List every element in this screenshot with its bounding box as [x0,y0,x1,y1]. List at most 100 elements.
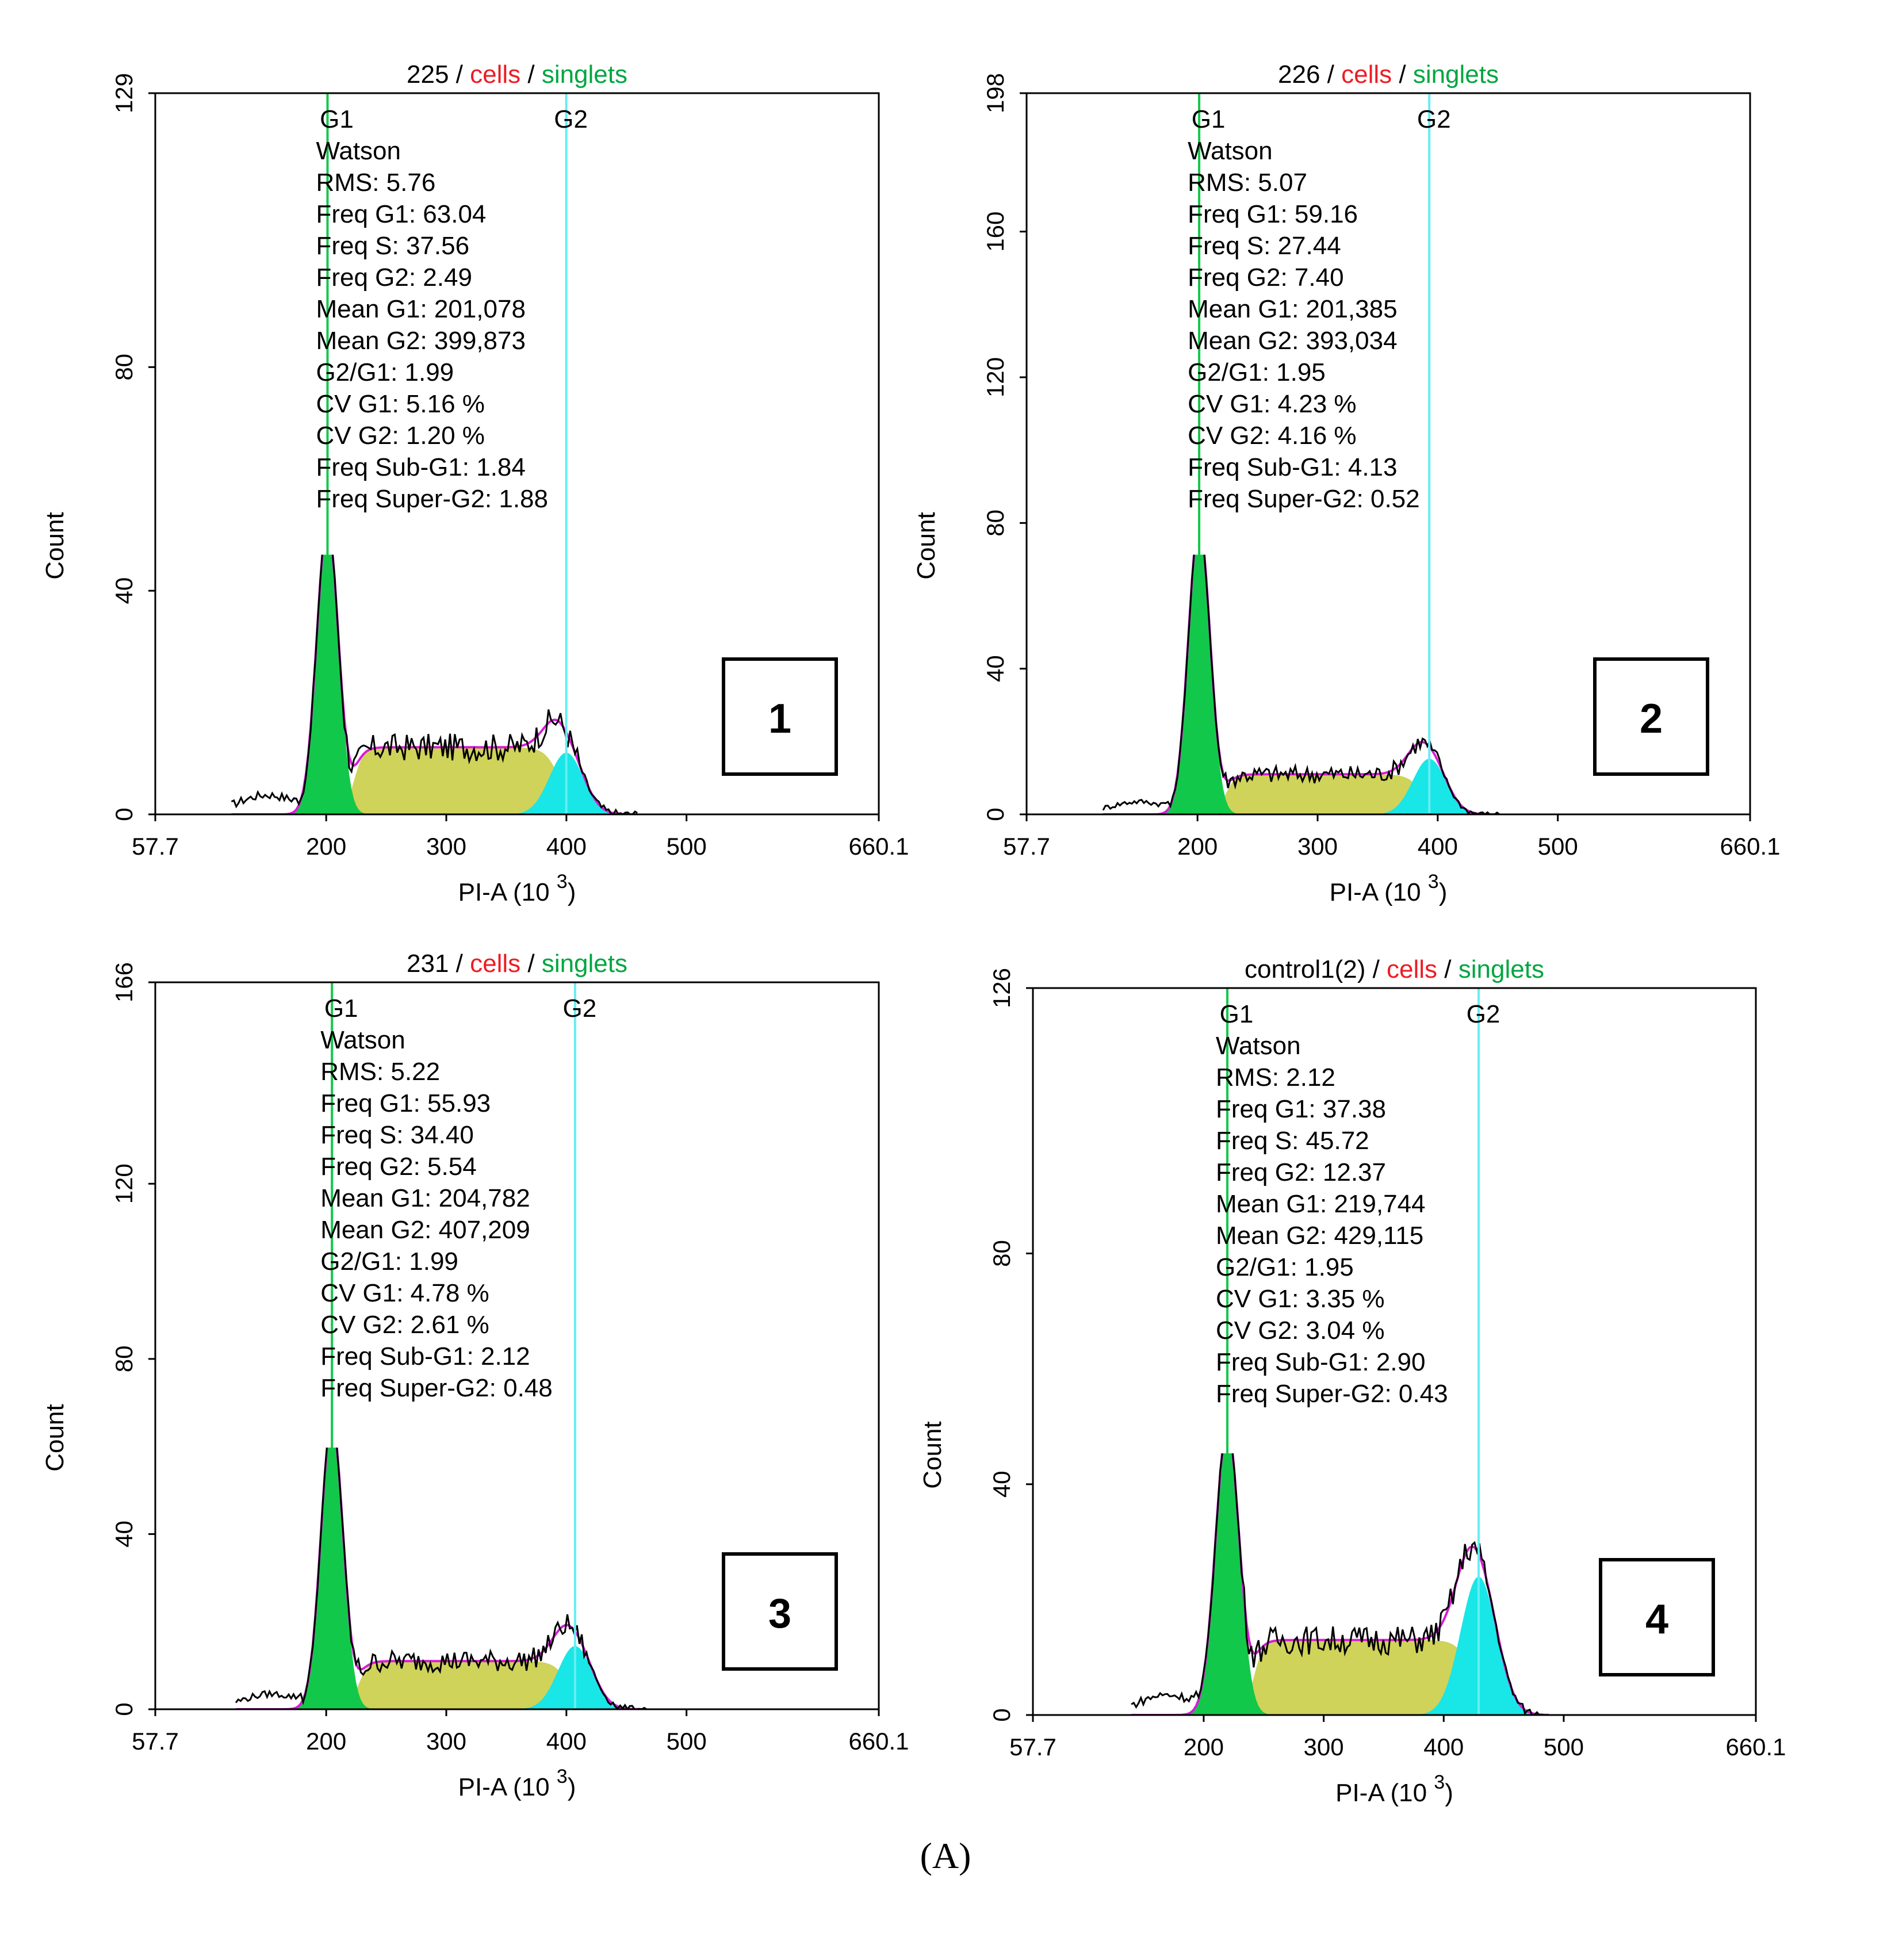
annotation-line: CV G2: 3.04 % [1216,1316,1384,1345]
histogram-line [1102,554,1500,814]
x-tick-label: 500 [667,833,707,860]
annotation-line: Freq Super-G2: 0.43 [1216,1380,1448,1408]
annotation-line: Freq Super-G2: 0.48 [320,1374,553,1402]
panel-number-box [1593,657,1709,776]
x-axis-label-exp: 3 [1434,1771,1445,1793]
plot-frame [1025,92,1751,816]
x-tick-label: 500 [1538,833,1578,860]
annotation-line: CV G2: 1.20 % [316,422,484,450]
chart-title: 231 / cells / singlets [407,950,627,978]
x-tick-label: 300 [426,833,466,860]
x-axis-label-name: PI-A (10 [1330,878,1428,906]
x-tick-label: 400 [1423,1733,1464,1760]
x-axis-label-name: PI-A (10 [458,878,557,906]
plot-frame [154,981,880,1710]
g1-label: G1 [320,105,354,133]
chart-title: control1(2) / cells / singlets [1245,955,1544,983]
annotation-line: G2/G1: 1.99 [320,1247,458,1276]
chart-panel-3: 57.7 200 300 400 500 660.1 0 40 80 120 166 PI-A (10… [41,950,909,1801]
annotation-line: CV G1: 4.23 % [1188,390,1356,418]
annotation-line: Mean G2: 393,034 [1188,327,1397,355]
y-axis-label: Count [918,1421,947,1488]
annotation-line: Freq G2: 5.54 [320,1153,476,1181]
annotation-line: RMS: 5.76 [316,169,435,197]
x-tick-label: 300 [426,1728,466,1755]
annotation-line: Freq S: 34.40 [320,1121,474,1149]
x-axis-label: PI-A (10 3) [458,871,576,906]
chart-panel-4: 57.7 200 300 400 500 660.1 0 40 80 126 PI-A (10 3)… [918,955,1786,1807]
y-tick-label: 0 [988,1708,1015,1721]
panel-number-box [1599,1558,1715,1676]
annotation-line: Mean G1: 201,385 [1188,295,1397,323]
x-tick-label: 660.1 [848,1728,909,1755]
x-axis-label-exp: 3 [557,1766,568,1787]
x-axis-label-exp: 3 [1428,871,1439,893]
y-tick-label: 166 [110,962,137,1002]
x-tick-label: 200 [1184,1733,1224,1760]
annotation-line: CV G1: 5.16 % [316,390,484,418]
g1-area [231,554,638,814]
annotation-line: Freq G2: 2.49 [316,263,472,292]
title-sep: / [520,950,542,978]
annotation-line: Freq S: 27.44 [1188,232,1341,260]
y-axis-label: Count [41,1404,69,1471]
x-tick-label: 57.7 [132,833,179,860]
g2-area [1103,759,1500,814]
y-tick-label: 120 [110,1163,137,1204]
title-sep: / [1437,955,1459,983]
panel-number: 1 [768,696,791,742]
annotation-line: Freq G1: 37.38 [1216,1095,1386,1123]
chart-title: 226 / cells / singlets [1278,60,1499,89]
x-axis-label-close: ) [568,1773,576,1801]
y-axis-label: Count [41,512,69,579]
y-tick-label: 80 [110,1345,137,1372]
x-axis-label-close: ) [568,878,576,906]
annotation-line: Freq Super-G2: 0.52 [1188,485,1420,513]
title-cells: cells [470,60,520,89]
title-singlets: singlets [542,60,627,89]
annotation-line: CV G2: 2.61 % [320,1311,489,1339]
annotation-line: CV G1: 4.78 % [320,1279,489,1307]
title-sample: 226 / [1278,60,1341,89]
g2-label: G2 [554,105,588,133]
title-sep: / [1392,60,1413,89]
title-cells: cells [1341,60,1392,89]
annotation-line: Freq G1: 59.16 [1188,200,1358,228]
x-tick-label: 300 [1304,1733,1344,1760]
annotation-line: CV G1: 3.35 % [1216,1285,1384,1313]
g1-label: G1 [324,994,358,1023]
g2-label: G2 [1417,105,1451,133]
x-tick-label: 200 [306,833,346,860]
y-tick-label: 0 [110,807,137,821]
x-tick-label: 400 [1418,833,1458,860]
x-axis-label: PI-A (10 3) [1330,871,1448,906]
title-singlets: singlets [1413,60,1499,89]
y-axis-label: Count [912,512,940,579]
histogram-line [231,554,638,814]
x-tick-label: 57.7 [1003,833,1050,860]
title-cells: cells [1387,955,1437,983]
x-tick-label: 57.7 [1009,1733,1056,1760]
y-tick-label: 80 [110,354,137,381]
figure-label: (A) [920,1835,971,1876]
x-tick-label: 500 [1544,1733,1584,1760]
annotation-line: Freq Super-G2: 1.88 [316,485,548,513]
annotation-line: G2/G1: 1.95 [1188,358,1326,386]
y-tick-label: 129 [110,73,137,113]
y-tick-label: 40 [988,1471,1015,1498]
annotation-line: Freq G1: 63.04 [316,200,486,228]
x-axis-label-close: ) [1439,878,1448,906]
annotation-line: Mean G1: 201,078 [316,295,525,323]
annotation-line: CV G2: 4.16 % [1188,422,1356,450]
annotation-line: RMS: 5.07 [1188,169,1307,197]
model-fit-line [1103,554,1500,814]
y-tick-label: 40 [110,577,137,604]
annotation-line: Mean G2: 429,115 [1216,1222,1423,1250]
x-tick-label: 500 [667,1728,707,1755]
annotation-line: Watson [320,1026,405,1054]
annotation-line: G2/G1: 1.95 [1216,1253,1354,1281]
plot-frame [154,92,880,816]
y-tick-label: 198 [982,73,1009,113]
annotation-line: Watson [316,137,401,165]
